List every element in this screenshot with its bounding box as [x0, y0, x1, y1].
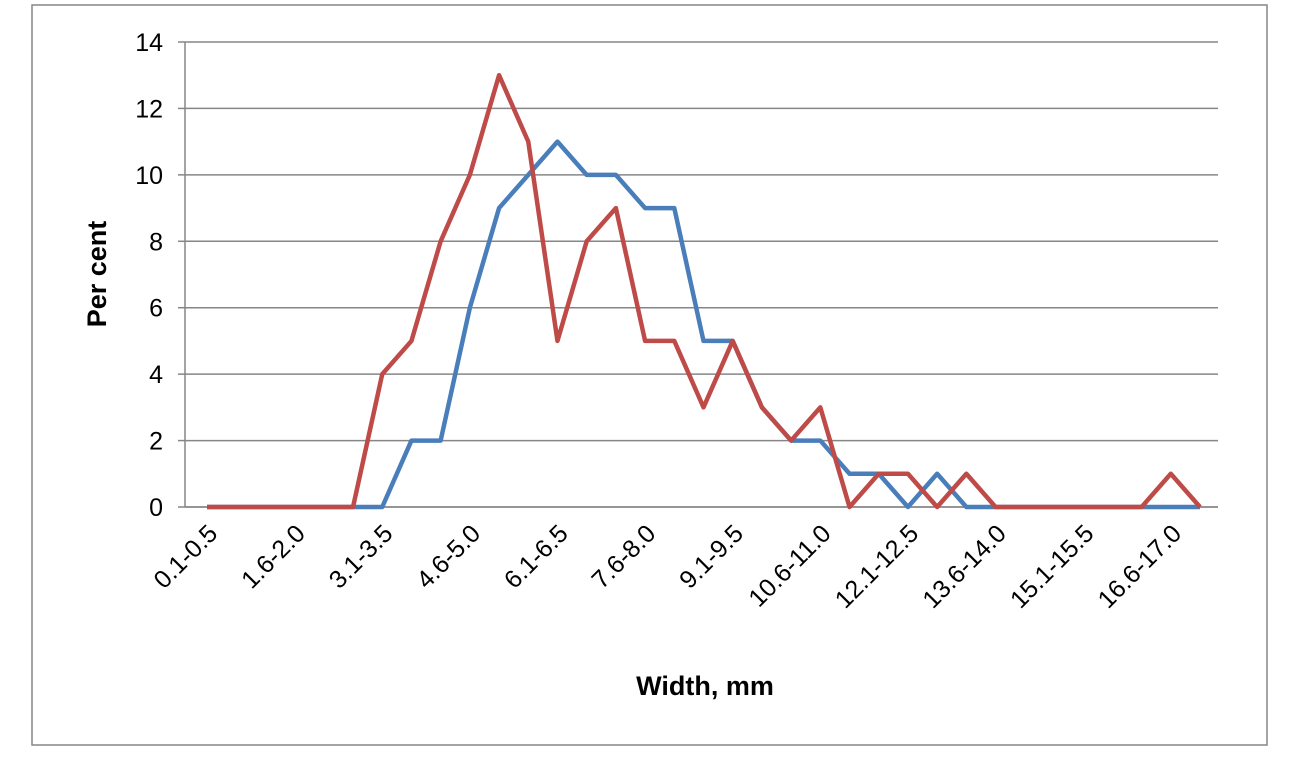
x-axis-title: Width, mm [636, 671, 774, 701]
y-tick-label: 10 [135, 162, 163, 190]
y-tick-label: 14 [135, 29, 163, 57]
y-tick-label: 4 [149, 361, 163, 389]
chart-frame [31, 4, 1268, 746]
y-tick-label: 2 [149, 428, 163, 456]
y-tick-label: 8 [149, 228, 163, 256]
y-tick-label: 6 [149, 295, 163, 323]
y-axis-title: Per cent [82, 221, 112, 328]
series-line [207, 72, 1202, 510]
y-tick-label: 0 [149, 494, 163, 522]
y-tick-label: 12 [135, 95, 163, 123]
